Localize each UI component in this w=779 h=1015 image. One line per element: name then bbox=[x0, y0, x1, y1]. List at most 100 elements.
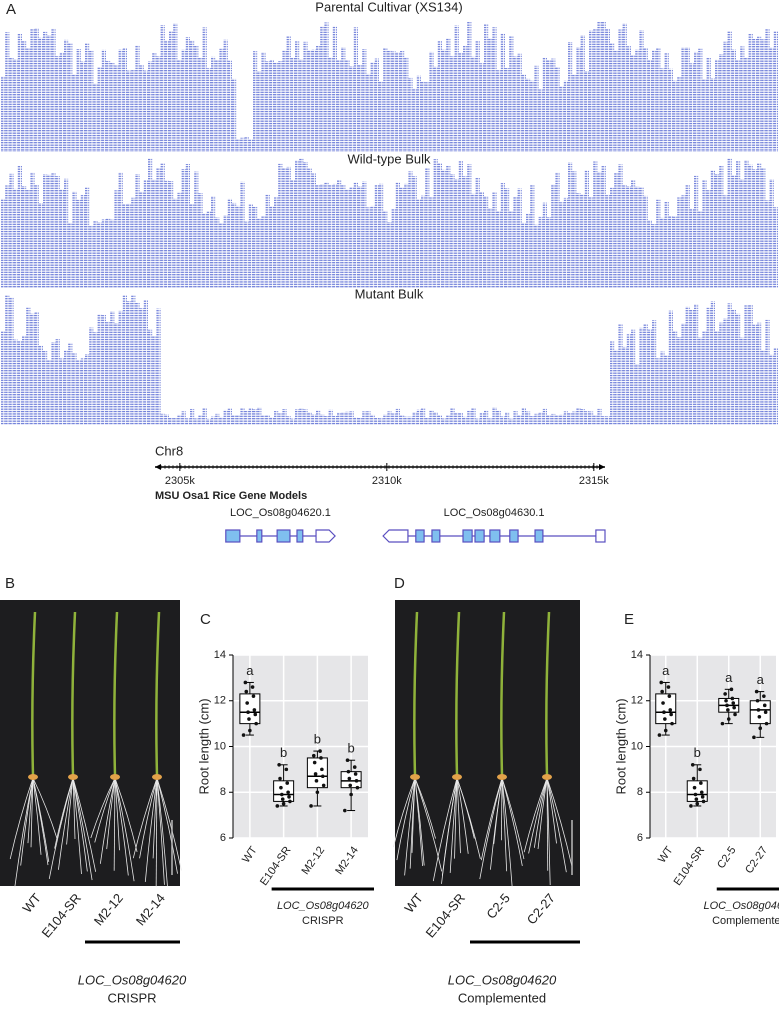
root bbox=[396, 777, 416, 861]
read-stack bbox=[593, 161, 598, 288]
read-stack bbox=[505, 412, 510, 425]
read-stack bbox=[93, 220, 98, 288]
read-stack bbox=[668, 216, 673, 288]
read-stack bbox=[555, 415, 560, 425]
read-stack bbox=[458, 412, 463, 425]
read-stack bbox=[622, 185, 627, 288]
read-stack bbox=[542, 202, 547, 288]
data-point bbox=[729, 687, 734, 692]
read-stack bbox=[748, 164, 753, 288]
read-stack bbox=[261, 52, 266, 153]
read-stack bbox=[530, 184, 535, 288]
read-stack bbox=[614, 172, 619, 288]
read-stack bbox=[139, 191, 144, 288]
read-stack bbox=[47, 35, 52, 153]
read-stack bbox=[694, 175, 699, 288]
leaf bbox=[155, 611, 161, 776]
read-stack bbox=[463, 416, 468, 425]
group-gene: LOC_Os08g04620 bbox=[704, 900, 779, 912]
read-stack bbox=[366, 73, 371, 152]
read-stack bbox=[370, 414, 375, 425]
read-stack bbox=[773, 347, 778, 425]
data-point bbox=[275, 804, 280, 808]
read-stack bbox=[160, 25, 165, 153]
x-tick-label: 2315k bbox=[579, 475, 609, 487]
data-point bbox=[690, 763, 695, 767]
genotype-label: WT bbox=[19, 890, 44, 915]
read-stack bbox=[97, 314, 102, 425]
data-point bbox=[288, 799, 292, 804]
read-stack bbox=[156, 167, 161, 288]
read-stack bbox=[68, 342, 73, 425]
read-stack bbox=[106, 322, 111, 425]
exon bbox=[225, 529, 241, 543]
y-tick-label: 10 bbox=[631, 740, 643, 752]
read-stack bbox=[316, 409, 321, 425]
root bbox=[501, 777, 525, 860]
read-stack bbox=[232, 202, 237, 288]
read-stack bbox=[765, 28, 770, 153]
read-stack bbox=[278, 413, 283, 425]
root bbox=[456, 777, 481, 859]
read-stack bbox=[160, 163, 165, 288]
read-stack bbox=[89, 327, 94, 425]
data-point bbox=[348, 783, 353, 788]
read-stack bbox=[685, 306, 690, 425]
significance-letter: b bbox=[348, 741, 355, 756]
data-point bbox=[314, 779, 319, 783]
read-stack bbox=[345, 411, 350, 425]
read-stack bbox=[93, 83, 98, 152]
leaf bbox=[455, 611, 461, 776]
read-stack bbox=[101, 219, 106, 288]
data-point bbox=[754, 689, 759, 694]
read-stack bbox=[349, 66, 354, 152]
group-gene: LOC_Os08g04620 bbox=[448, 972, 557, 987]
read-stack bbox=[601, 416, 606, 425]
read-stack bbox=[248, 204, 253, 288]
read-stack bbox=[534, 413, 539, 425]
read-stack bbox=[610, 341, 615, 425]
significance-letter: a bbox=[662, 663, 670, 678]
root bbox=[114, 777, 129, 876]
leaf bbox=[71, 611, 77, 776]
read-stack bbox=[463, 45, 468, 152]
read-stack bbox=[156, 308, 161, 425]
read-stack bbox=[400, 187, 405, 288]
read-stack bbox=[320, 414, 325, 425]
data-point bbox=[732, 705, 736, 710]
y-tick-label: 10 bbox=[214, 740, 226, 752]
read-stack bbox=[521, 74, 526, 152]
read-stack bbox=[295, 41, 300, 152]
read-stack bbox=[500, 33, 505, 152]
read-stack bbox=[727, 31, 732, 152]
genotype-label: WT bbox=[401, 890, 426, 915]
root bbox=[537, 777, 548, 850]
read-stack bbox=[282, 50, 287, 153]
genotype-label: C2-27 bbox=[524, 890, 558, 927]
root bbox=[156, 777, 168, 887]
read-stack bbox=[689, 63, 694, 152]
read-stack bbox=[572, 74, 577, 152]
read-stack bbox=[311, 173, 316, 288]
x-tick-label: 2310k bbox=[372, 475, 402, 487]
read-stack bbox=[43, 31, 48, 152]
genotype-label: M2-12 bbox=[91, 890, 126, 928]
data-point bbox=[320, 767, 324, 772]
read-stack bbox=[752, 39, 757, 153]
read-stack bbox=[379, 81, 384, 152]
data-point bbox=[254, 721, 258, 726]
read-stack bbox=[702, 79, 707, 152]
read-stack bbox=[13, 188, 18, 288]
track-title: Wild-type Bulk bbox=[347, 151, 431, 166]
read-stack bbox=[114, 322, 119, 425]
read-stack bbox=[47, 360, 52, 425]
data-point bbox=[346, 769, 351, 774]
read-stack bbox=[97, 222, 102, 288]
data-point bbox=[315, 790, 320, 795]
read-stack bbox=[559, 86, 564, 152]
genotype-label: E104-SR bbox=[423, 890, 468, 940]
read-stack bbox=[261, 215, 266, 288]
group-gene: LOC_Os08g04620 bbox=[277, 900, 370, 912]
read-stack bbox=[34, 28, 39, 153]
read-stack bbox=[618, 324, 623, 425]
